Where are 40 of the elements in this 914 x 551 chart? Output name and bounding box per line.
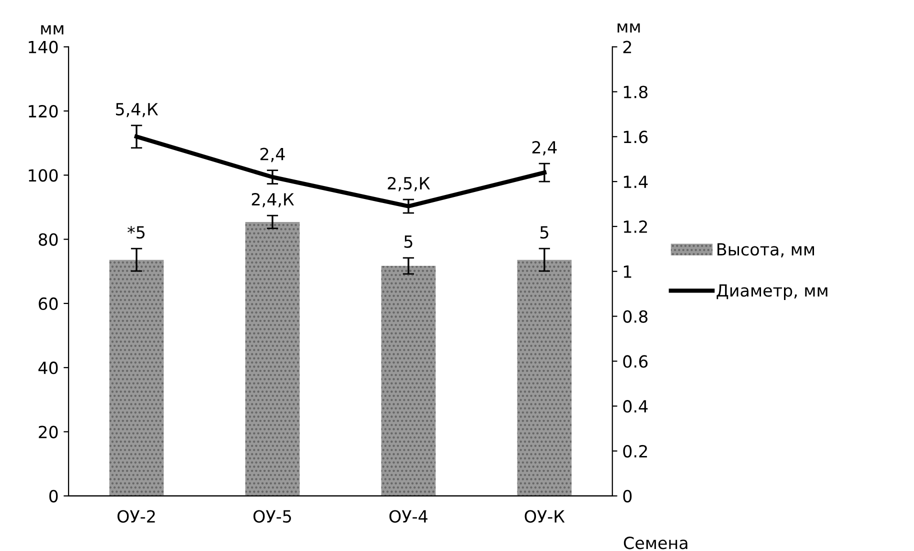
y-tick-label: 0 bbox=[49, 490, 58, 502]
x-axis-title: Семена bbox=[624, 536, 688, 550]
y2-tick-label: 0.2 bbox=[623, 444, 647, 458]
x-tick-label: ОУ-5 bbox=[253, 510, 291, 523]
legend-label: Диаметр, мм bbox=[716, 284, 828, 300]
bar bbox=[245, 222, 300, 496]
annotation: 2,4 bbox=[260, 148, 285, 162]
y2-tick-label: 0 bbox=[623, 490, 632, 502]
y2-axis-title: мм bbox=[618, 23, 640, 33]
y2-tick-label: 1.6 bbox=[624, 130, 648, 144]
y-tick-label: 40 bbox=[38, 362, 58, 374]
y2-tick-label: 2 bbox=[623, 40, 632, 54]
y-axis-title: мм bbox=[41, 25, 64, 34]
y-tick-label: 140 bbox=[28, 40, 58, 54]
annotation: 2,4 bbox=[532, 141, 557, 156]
annotation: 2,5,К bbox=[388, 176, 430, 192]
y-tick-label: 60 bbox=[38, 297, 58, 310]
bar bbox=[109, 260, 164, 496]
y2-tick-label: 1.8 bbox=[624, 86, 648, 98]
bar bbox=[381, 266, 436, 496]
y2-tick-label: 0.4 bbox=[623, 400, 648, 413]
x-tick-label: ОУ-К bbox=[524, 510, 565, 523]
y2-tick-label: 0.8 bbox=[623, 310, 648, 323]
y-tick-label: 20 bbox=[38, 426, 58, 438]
bar bbox=[517, 260, 572, 496]
x-tick-label: ОУ-4 bbox=[389, 510, 428, 523]
y2-tick-label: 1.2 bbox=[624, 220, 647, 233]
x-tick-label: ОУ-2 bbox=[118, 510, 155, 523]
annotation: 2,4,К bbox=[252, 192, 294, 208]
y2-tick-label: 0.6 bbox=[623, 355, 648, 368]
y2-tick-label: 1.4 bbox=[624, 176, 648, 188]
annotation: 5 bbox=[540, 226, 548, 239]
annotation: 5,4,К bbox=[116, 103, 158, 118]
y-tick-label: 100 bbox=[28, 169, 58, 182]
annotation: 5 bbox=[404, 236, 412, 248]
y-tick-label: 120 bbox=[28, 104, 58, 118]
y2-tick-label: 1 bbox=[624, 266, 632, 278]
y-tick-label: 80 bbox=[38, 233, 58, 246]
annotation: *5 bbox=[128, 226, 145, 239]
legend-label: Высота, мм bbox=[718, 243, 814, 258]
